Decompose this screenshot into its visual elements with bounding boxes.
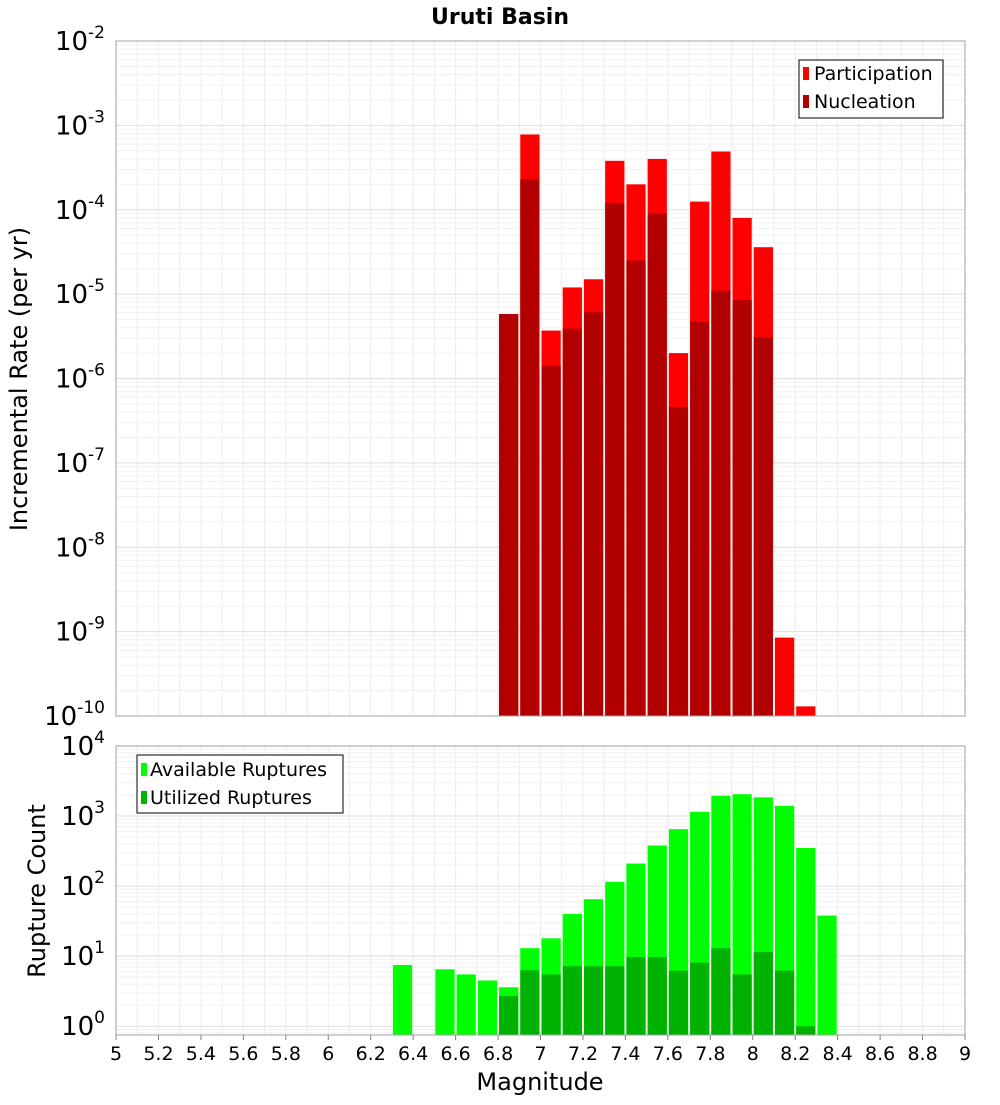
x-tick-label: 6.2 (356, 1043, 386, 1065)
bottom-y-ticks: 104 103 102 101 100 (61, 728, 105, 1042)
x-tick-label: 7 (534, 1043, 546, 1065)
top-y-tick-label: 10-5 (55, 276, 105, 310)
bar-available (456, 974, 476, 1035)
x-tick-label: 6.4 (398, 1043, 428, 1065)
top-y-tick-label: 10-3 (55, 107, 105, 141)
x-tick-label: 7.8 (695, 1043, 725, 1065)
x-tick-label: 7.4 (610, 1043, 640, 1065)
bottom-y-tick-label: 100 (61, 1008, 105, 1042)
x-tick-label: 8.2 (780, 1043, 810, 1065)
bottom-bars (392, 794, 837, 1035)
bar-available (477, 980, 498, 1035)
bar-nucleation (499, 314, 519, 716)
legend-label-utilized: Utilized Ruptures (150, 787, 312, 809)
bar-available (796, 848, 816, 1035)
bar-nucleation (626, 260, 646, 716)
top-y-axis-label: Incremental Rate (per yr) (5, 227, 33, 531)
bar-nucleation (520, 179, 540, 716)
bar-nucleation (711, 290, 731, 716)
top-y-tick-label: 10-9 (55, 614, 105, 648)
bar-utilized (774, 970, 795, 1035)
x-tick-label: 7.6 (653, 1043, 683, 1065)
bar-utilized (583, 966, 604, 1035)
bar-nucleation (668, 406, 689, 716)
top-y-tick-label: 10-7 (55, 445, 105, 479)
x-axis-ticks: 5 5.2 5.4 5.6 5.8 6 6.2 6.4 6.6 6.8 7 7.2 7.4 7.6 7.8 8… (110, 1035, 971, 1065)
top-y-tick-label: 10-6 (55, 361, 105, 395)
x-tick-label: 6 (322, 1043, 334, 1065)
top-y-tick-label: 10-10 (44, 698, 105, 732)
x-tick-label: 5.4 (186, 1043, 216, 1065)
bar-utilized (626, 957, 646, 1035)
top-plot-border (115, 40, 966, 717)
top-legend-box (798, 59, 944, 119)
bottom-y-tick-label: 102 (61, 868, 105, 902)
bar-participation (774, 637, 795, 716)
x-tick-label: 5 (110, 1043, 122, 1065)
x-tick-label: 8.4 (823, 1043, 853, 1065)
bar-utilized (541, 974, 561, 1035)
bottom-y-axis-label: Rupture Count (23, 804, 51, 978)
bar-nucleation (753, 337, 773, 716)
bar-nucleation (541, 366, 561, 716)
bottom-y-tick-label: 104 (61, 728, 105, 762)
top-y-ticks: 10-2 10-3 10-4 10-5 10-6 10-7 10-8 10-9 10-10 (44, 23, 105, 732)
bar-utilized (605, 966, 625, 1035)
bottom-y-tick-label: 103 (61, 798, 105, 832)
x-tick-label: 8.6 (865, 1043, 895, 1065)
legend-label-available: Available Ruptures (150, 759, 327, 781)
bar-utilized (690, 962, 710, 1035)
bar-utilized (732, 974, 752, 1035)
top-bars (499, 134, 816, 717)
legend-swatch-utilized (141, 791, 147, 804)
legend-swatch-nucleation (803, 95, 809, 108)
x-axis-label: Magnitude (476, 1068, 603, 1096)
x-tick-label: 5.2 (143, 1043, 173, 1065)
top-grid (115, 40, 966, 717)
bar-utilized (647, 957, 667, 1035)
x-tick-label: 6.8 (483, 1043, 513, 1065)
bar-utilized (753, 951, 773, 1035)
chart-title: Uruti Basin (431, 5, 569, 30)
bar-nucleation (690, 321, 710, 716)
bar-utilized (562, 966, 582, 1035)
x-tick-label: 8 (747, 1043, 759, 1065)
bottom-legend: Available Ruptures Utilized Ruptures (136, 754, 344, 814)
x-tick-label: 9 (959, 1043, 971, 1065)
bar-nucleation (562, 328, 582, 716)
legend-swatch-participation (803, 67, 809, 80)
legend-swatch-available (141, 763, 147, 776)
bar-nucleation (605, 203, 625, 716)
bar-participation (796, 706, 816, 716)
x-tick-label: 6.6 (440, 1043, 470, 1065)
top-y-tick-label: 10-8 (55, 529, 105, 563)
bar-utilized (796, 1026, 816, 1035)
bar-nucleation (583, 312, 604, 716)
x-tick-label: 5.6 (228, 1043, 258, 1065)
bar-available (817, 915, 837, 1035)
top-legend: Participation Nucleation (798, 59, 944, 119)
bar-utilized (711, 948, 731, 1035)
x-tick-label: 8.8 (907, 1043, 937, 1065)
bar-nucleation (732, 300, 752, 716)
legend-label-participation: Participation (814, 63, 933, 85)
bar-available (435, 969, 455, 1035)
bottom-y-tick-label: 101 (61, 938, 105, 972)
x-tick-label: 7.2 (568, 1043, 598, 1065)
x-tick-label: 5.8 (271, 1043, 301, 1065)
bar-utilized (668, 970, 689, 1035)
legend-label-nucleation: Nucleation (814, 91, 916, 113)
top-y-tick-label: 10-2 (55, 23, 105, 57)
bar-nucleation (647, 213, 667, 717)
bar-utilized (520, 970, 540, 1035)
bottom-legend-box (136, 754, 344, 814)
bar-utilized (499, 996, 519, 1035)
bar-available (392, 964, 413, 1035)
top-y-tick-label: 10-4 (55, 192, 105, 226)
